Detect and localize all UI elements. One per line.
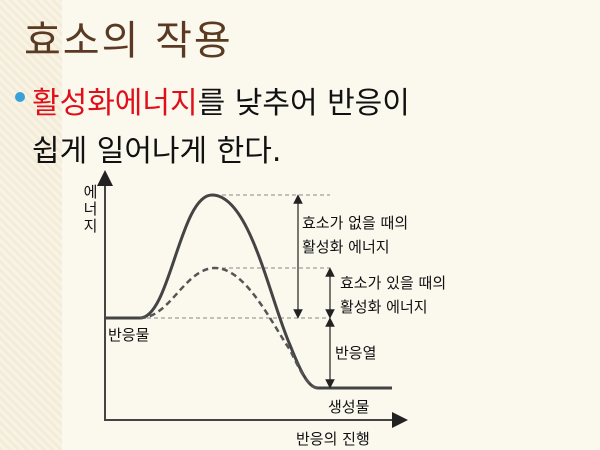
- x-axis-label: 반응의 진행: [296, 430, 370, 448]
- slide-title: 효소의 작용: [24, 18, 233, 64]
- uncatalyzed-curve: [105, 193, 392, 390]
- bullet-text: 를 낮추어 반응이: [197, 86, 410, 121]
- label: 반응물: [108, 326, 150, 344]
- label: 반응열: [335, 344, 377, 362]
- label: 효소가 없을 때의: [302, 214, 409, 232]
- label: 생성물: [328, 398, 370, 416]
- y-axis-label: 에너지: [81, 184, 99, 235]
- catalyzed-curve: [139, 266, 319, 390]
- side-pattern: [0, 0, 62, 450]
- bullet-line: 쉽게 일어나게 한다.: [32, 134, 282, 169]
- bullet-line: 활성화에너지를 낮추어 반응이: [32, 78, 410, 122]
- label: 효소가 있을 때의: [340, 274, 447, 292]
- bullet: [15, 92, 25, 102]
- label: 활성화 에너지: [340, 298, 428, 316]
- label: 활성화 에너지: [302, 238, 390, 256]
- highlight: 활성화에너지: [32, 86, 198, 121]
